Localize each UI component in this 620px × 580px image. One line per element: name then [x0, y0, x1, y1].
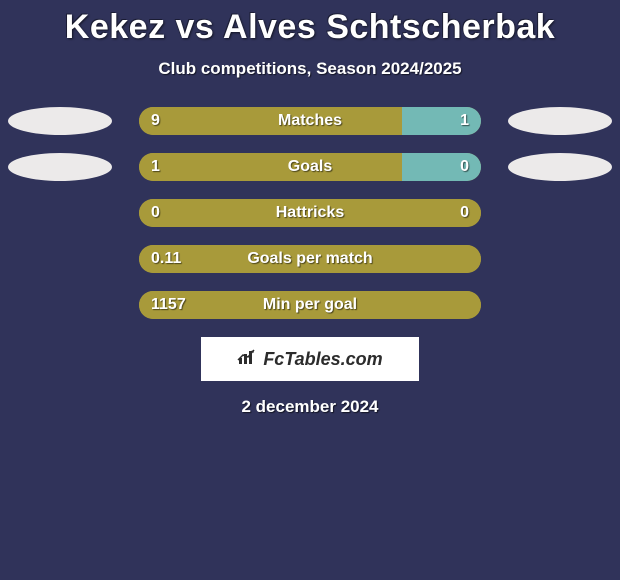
stat-value-left: 1: [151, 153, 160, 181]
stat-bar-left-fill: [139, 245, 481, 273]
stat-value-left: 9: [151, 107, 160, 135]
page-title: Kekez vs Alves Schtscherbak: [0, 0, 620, 47]
logo-text-label: FcTables.com: [263, 349, 382, 370]
stat-row: 1157Min per goal: [0, 291, 620, 319]
date-label: 2 december 2024: [0, 397, 620, 417]
stat-bar: 1157Min per goal: [139, 291, 481, 319]
stat-bar: 00Hattricks: [139, 199, 481, 227]
chart-icon: [237, 348, 259, 371]
stat-bar-left-fill: [139, 153, 402, 181]
stat-value-left: 0.11: [151, 245, 181, 273]
stat-bar-left-fill: [139, 291, 481, 319]
logo: FcTables.com: [237, 348, 382, 371]
stat-bar: 10Goals: [139, 153, 481, 181]
logo-box: FcTables.com: [201, 337, 419, 381]
stat-value-left: 0: [151, 199, 160, 227]
stat-bar-left-fill: [139, 107, 402, 135]
stat-bar-right-fill: [402, 153, 481, 181]
stat-bar-left-fill: [139, 199, 481, 227]
stat-value-right: 0: [460, 153, 469, 181]
stat-bar-right-fill: [402, 107, 481, 135]
stat-value-right: 1: [460, 107, 469, 135]
stat-value-right: 0: [460, 199, 469, 227]
stat-row: 91Matches: [0, 107, 620, 135]
stat-bar: 91Matches: [139, 107, 481, 135]
subtitle: Club competitions, Season 2024/2025: [0, 59, 620, 79]
player-ellipse-right: [508, 153, 612, 181]
stat-row: 10Goals: [0, 153, 620, 181]
player-ellipse-right: [508, 107, 612, 135]
stats-container: 91Matches10Goals00Hattricks0.11Goals per…: [0, 107, 620, 319]
stat-row: 00Hattricks: [0, 199, 620, 227]
stat-bar: 0.11Goals per match: [139, 245, 481, 273]
player-ellipse-left: [8, 107, 112, 135]
stat-value-left: 1157: [151, 291, 186, 319]
player-ellipse-left: [8, 153, 112, 181]
stat-row: 0.11Goals per match: [0, 245, 620, 273]
